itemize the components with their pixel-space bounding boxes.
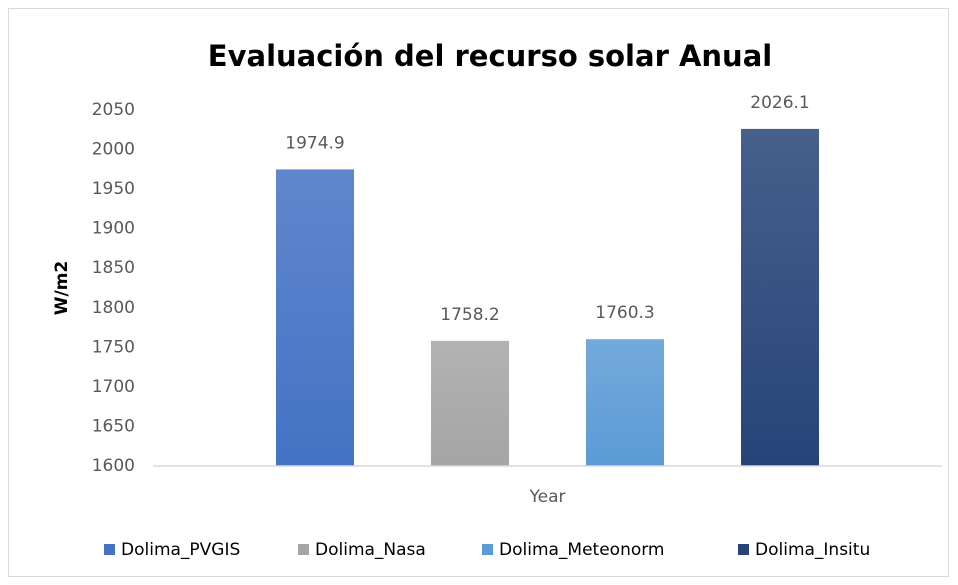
y-tick-label: 1750	[92, 337, 135, 357]
y-tick-label: 1850	[92, 258, 135, 278]
bar	[431, 340, 509, 466]
y-tick-label: 2050	[92, 100, 135, 120]
legend-swatch	[104, 544, 115, 555]
y-tick-label: 1600	[92, 456, 135, 476]
legend-swatch	[482, 544, 493, 555]
bar	[276, 169, 354, 466]
x-axis-label: Year	[529, 487, 566, 507]
legend-label: Dolima_PVGIS	[121, 540, 240, 560]
data-label: 1760.3	[595, 303, 654, 323]
bar	[741, 128, 819, 466]
legend-label: Dolima_Insitu	[755, 540, 870, 560]
y-tick-label: 1650	[92, 416, 135, 436]
legend-label: Dolima_Meteonorm	[499, 540, 665, 560]
legend-swatch	[738, 544, 749, 555]
legend-swatch	[298, 544, 309, 555]
y-tick-label: 1950	[92, 179, 135, 199]
y-axis-label: W/m2	[52, 261, 72, 316]
y-tick-label: 1800	[92, 298, 135, 318]
y-tick-label: 1900	[92, 219, 135, 239]
data-label: 2026.1	[750, 93, 809, 113]
legend-label: Dolima_Nasa	[315, 540, 426, 560]
data-label: 1974.9	[285, 133, 344, 153]
chart-title: Evaluación del recurso solar Anual	[208, 39, 772, 73]
bar	[586, 339, 664, 466]
data-label: 1758.2	[440, 305, 499, 325]
y-tick-label: 2000	[92, 140, 135, 160]
y-tick-label: 1700	[92, 377, 135, 397]
